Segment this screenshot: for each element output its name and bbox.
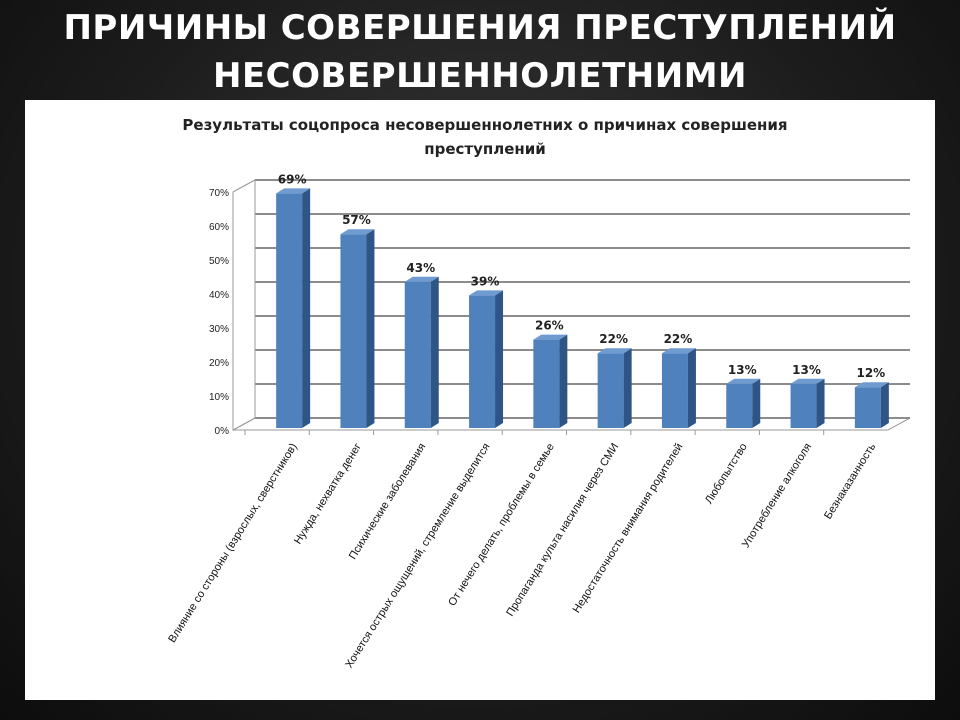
bar-side: [816, 378, 825, 428]
bar-top: [533, 334, 568, 340]
slide-title-line-1: Причины совершения преступлений: [63, 8, 897, 48]
bar-top: [276, 188, 311, 194]
bar: [276, 188, 311, 428]
bar-chart: 0% 10% 20% 30% 40% 50% 60% 70% 69% Влияние со ст…: [166, 116, 911, 670]
bar-top: [340, 229, 375, 235]
bar-front: [854, 387, 881, 428]
bar-top: [790, 378, 825, 384]
x-category-label: От нечего делать, проблемы в семье: [446, 441, 557, 608]
bar-side: [880, 382, 889, 428]
data-label: 39%: [471, 274, 500, 288]
y-tick-label: 50%: [209, 256, 229, 267]
bar-top: [469, 290, 504, 296]
x-category-label: Влияние со стороны (взрослых, сверстнико…: [166, 441, 300, 645]
bar: [404, 276, 439, 428]
bar: [661, 348, 696, 428]
slide-title: Причины совершения преступлений несоверш…: [0, 4, 960, 100]
bar-front: [790, 383, 817, 428]
y-tick-label: 10%: [209, 392, 229, 403]
data-label: 13%: [728, 363, 757, 377]
y-tick-label: 60%: [209, 222, 229, 233]
data-label: 57%: [342, 213, 371, 227]
bar-top: [597, 348, 632, 354]
bar: [597, 348, 632, 428]
y-tick-label: 0%: [215, 426, 230, 437]
bar-side: [623, 348, 632, 428]
bar-front: [597, 353, 624, 428]
bar: [340, 229, 375, 428]
bar: [854, 382, 889, 428]
bar-top: [726, 378, 761, 384]
bar-front: [661, 353, 688, 428]
x-category-label: Употребление алкоголя: [740, 441, 814, 550]
y-tick-label: 30%: [209, 324, 229, 335]
y-tick-label: 40%: [209, 290, 229, 301]
x-category-label: Недостаточность внимания родителей: [571, 441, 686, 615]
bar-front: [726, 383, 753, 428]
bar-side: [366, 229, 375, 428]
data-label: 22%: [599, 332, 628, 346]
chart-title-line-2: преступлений: [424, 140, 546, 158]
bar-front: [340, 234, 367, 428]
data-label: 12%: [856, 366, 885, 380]
bar-side: [559, 334, 568, 428]
data-label: 43%: [406, 261, 435, 275]
bar-top: [404, 276, 439, 282]
x-category-label: Хочется острых ощущений, стремление выде…: [343, 441, 492, 670]
bar-front: [276, 193, 303, 428]
chart-left-wall: [232, 179, 256, 431]
x-category-label: Психические заболевания: [347, 441, 429, 562]
data-label: 69%: [278, 172, 307, 186]
slide-title-line-2: несовершеннолетними: [213, 56, 747, 96]
bar-side: [687, 348, 696, 428]
bar-top: [854, 382, 889, 388]
bar-side: [302, 188, 311, 428]
data-label: 22%: [664, 332, 693, 346]
bar: [469, 290, 504, 428]
bar-side: [430, 276, 439, 428]
x-category-label: Нужда, нехватка денег: [292, 441, 364, 546]
bar: [533, 334, 568, 428]
bar-side: [752, 378, 761, 428]
bar-front: [533, 339, 560, 428]
bar-front: [404, 281, 431, 428]
y-tick-label: 20%: [209, 358, 229, 369]
data-label: 26%: [535, 319, 564, 333]
x-category-label: Пропаганда культа насилия через СМИ: [504, 441, 621, 618]
bar: [790, 378, 825, 428]
chart-panel: 0% 10% 20% 30% 40% 50% 60% 70% 69% Влияние со ст…: [25, 100, 935, 700]
chart-title-line-1: Результаты соцопроса несовершеннолетних …: [182, 116, 787, 134]
bar-top: [661, 348, 696, 354]
y-tick-label: 70%: [209, 188, 229, 199]
x-category-label: Любопытство: [703, 441, 750, 506]
bar: [726, 378, 761, 428]
bar-front: [469, 295, 496, 428]
x-category-label: Безнаказанность: [822, 441, 878, 521]
bar-side: [495, 290, 504, 428]
data-label: 13%: [792, 363, 821, 377]
